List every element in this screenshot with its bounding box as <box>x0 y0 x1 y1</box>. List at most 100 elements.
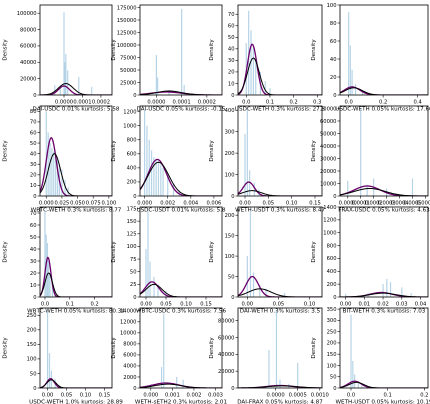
kde-curve-black <box>40 272 112 297</box>
x-tick-label: 0.006 <box>206 201 221 207</box>
x-tick-label: 0.0 <box>41 302 49 308</box>
y-tick-label: 50000 <box>120 68 137 74</box>
y-tick-label: 8000 <box>123 342 136 348</box>
y-tick-label: 100000 <box>117 43 137 49</box>
histogram-bar <box>172 183 175 196</box>
y-tick-label: 10000 <box>120 331 137 337</box>
histogram-bar <box>91 86 93 95</box>
histogram-bar <box>252 272 255 297</box>
y-axis-label: Density <box>3 337 9 359</box>
y-tick-label: 20 <box>30 173 37 179</box>
histogram-bar <box>55 153 57 196</box>
histogram-bar <box>279 379 281 388</box>
x-tick-label: 0.4 <box>414 100 423 106</box>
axes-frame <box>39 206 113 298</box>
y-tick-label: 0 <box>133 386 136 392</box>
x-tick-label: 0.001 <box>165 393 180 399</box>
axes-frame <box>139 307 223 389</box>
axes-frame <box>139 206 223 298</box>
histogram-bar <box>366 184 368 196</box>
x-tick-label: 0.0002 <box>92 100 110 106</box>
histogram-bar <box>250 30 252 95</box>
x-tick-label: 0.10 <box>304 302 316 308</box>
y-tick-label: 20000 <box>320 169 337 175</box>
y-tick-label: 50 <box>130 270 137 276</box>
histogram-bar <box>54 85 56 95</box>
y-tick-label: 125 <box>127 232 137 238</box>
y-tick-label: 150 <box>27 342 37 348</box>
axes-frame <box>339 4 429 96</box>
x-tick-label: 0.00 <box>140 302 152 308</box>
plot-area <box>40 310 112 388</box>
y-tick-label: 0 <box>133 295 136 301</box>
histogram-bar <box>45 111 47 196</box>
x-tick-label: 0.15 <box>200 302 212 308</box>
x-tick-label: 0.0004 <box>390 201 409 207</box>
histogram-bar <box>269 88 271 95</box>
histogram-bar <box>249 211 252 297</box>
histogram-bar <box>163 313 165 388</box>
kde-curve-black <box>238 57 322 95</box>
histogram-bar <box>249 170 251 196</box>
x-axis-label: USDC-WETH 0.05% kurtosis: 17.66 <box>335 107 430 113</box>
x-axis-label: WETH-USDT 0.05% kurtosis: 10.19 <box>336 400 430 404</box>
histogram-bar <box>284 292 286 297</box>
y-tick-label: 60 <box>30 223 37 229</box>
histogram-bar <box>268 350 270 388</box>
y-tick-label: 400 <box>225 108 235 114</box>
y-tick-label: 0 <box>33 386 36 392</box>
x-tick-label: 0.000 <box>137 201 152 207</box>
histogram-bar <box>48 353 51 388</box>
y-tick-label: 0 <box>33 295 36 301</box>
y-tick-label: 60 <box>330 39 337 45</box>
y-tick-label: 0 <box>231 295 234 301</box>
histogram-bar <box>78 77 80 95</box>
axes-frame <box>39 4 113 96</box>
x-axis-label: USDC-WETH 0.3% kurtosis: 27.8 <box>235 107 326 113</box>
y-axis-label: Density <box>3 39 9 61</box>
histogram-bar <box>149 261 151 297</box>
histogram-bar <box>181 9 183 95</box>
y-tick-label: 300 <box>225 130 235 136</box>
y-tick-label: 100 <box>225 172 235 178</box>
y-tick-label: 25000 <box>120 80 137 86</box>
y-tick-label: 20000 <box>20 76 37 82</box>
plot-area <box>340 314 428 388</box>
histogram-bar <box>347 181 349 196</box>
y-tick-label: 10 <box>30 283 37 289</box>
x-tick-label: 0.01 <box>359 302 371 308</box>
histogram-bar <box>65 54 67 95</box>
y-tick-label: 350 <box>327 307 337 313</box>
x-tick-label: 0.1 <box>384 393 392 399</box>
histogram-bar <box>182 379 184 388</box>
y-tick-label: 1000 <box>123 123 136 129</box>
y-tick-label: 60000 <box>218 335 235 341</box>
histogram-bar <box>264 81 266 95</box>
histogram-bar <box>49 275 51 297</box>
histogram-bar <box>361 90 364 95</box>
y-axis-label: Density <box>311 337 317 359</box>
histogram-bar <box>53 151 55 196</box>
histogram-bar <box>348 12 350 95</box>
histogram-bar <box>48 261 50 297</box>
x-tick-label: 0.0000 <box>339 201 357 207</box>
x-tick-label: 0.050 <box>70 201 85 207</box>
y-tick-label: 125000 <box>117 30 137 36</box>
y-tick-label: 75000 <box>120 55 137 61</box>
plot-area <box>140 110 222 196</box>
plot-area <box>40 210 112 297</box>
kde-curve-purple <box>340 380 428 388</box>
y-axis-label: Density <box>311 241 317 263</box>
histogram-bar <box>361 384 363 388</box>
histogram-bar <box>59 88 61 95</box>
y-tick-label: 80000 <box>20 27 37 33</box>
y-tick-label: 50 <box>30 235 37 241</box>
histogram-bar <box>44 210 46 297</box>
